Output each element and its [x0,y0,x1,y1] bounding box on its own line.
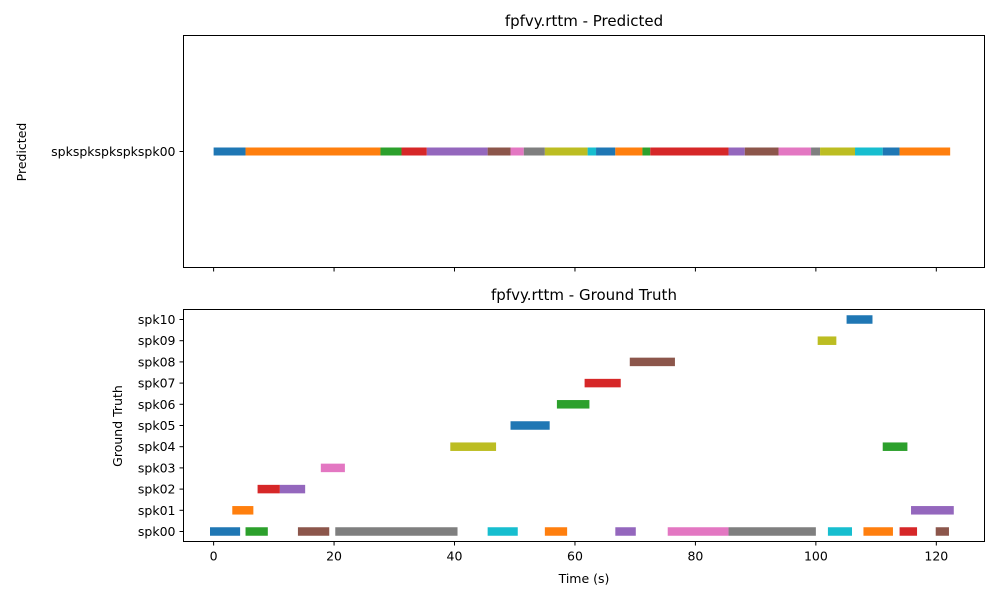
predicted-segment-spkspkspkspkspk00 [213,147,246,156]
ground-truth-xtick-label: 40 [447,549,463,564]
ground-truth-xtick-label: 80 [687,549,703,564]
ground-truth-ytick-label: spk08 [138,354,176,369]
ground-truth-segment-spk01 [232,506,254,515]
predicted-segment-spkspkspkspkspk00 [615,147,643,156]
predicted-xticks [213,267,937,272]
ground-truth-segment-spk04 [882,442,908,451]
ground-truth-ytick-label: spk05 [138,418,176,433]
predicted-segment-spkspkspkspkspk00 [426,147,488,156]
predicted-segment-spkspkspkspkspk00 [523,147,545,156]
ground-truth-segment-spk01 [911,506,954,515]
ground-truth-segment-spk06 [556,400,590,409]
ground-truth-xtick-label: 60 [567,549,583,564]
predicted-axes-frame [183,35,985,268]
ground-truth-ytick-label: spk03 [138,460,176,475]
predicted-segment-spkspkspkspkspk00 [401,147,427,156]
predicted-panel: fpfvy.rttm - Predicted Predicted spkspks… [14,12,985,272]
ground-truth-ylabel: Ground Truth [110,385,125,467]
predicted-segment-spkspkspkspkspk00 [855,147,883,156]
ground-truth-segment-spk00 [827,527,853,536]
ground-truth-xtick-label: 0 [210,549,218,564]
predicted-segment-spkspkspkspkspk00 [380,147,402,156]
ground-truth-segment-spk09 [817,336,837,345]
predicted-segment-spkspkspkspkspk00 [820,147,856,156]
ground-truth-bars [209,315,954,536]
ground-truth-xtick-label: 120 [924,549,948,564]
ground-truth-segment-spk00 [667,527,729,536]
ground-truth-segment-spk05 [510,421,550,430]
ground-truth-xtick-label: 100 [804,549,828,564]
ground-truth-segment-spk00 [245,527,268,536]
ground-truth-segment-spk02 [279,484,306,494]
ground-truth-segment-spk10 [846,315,873,324]
ground-truth-xtick-label: 20 [326,549,342,564]
ground-truth-segment-spk00 [935,527,949,536]
ground-truth-segment-spk00 [544,527,568,536]
ground-truth-ytick-label: spk06 [138,397,176,412]
predicted-segment-spkspkspkspkspk00 [596,147,616,156]
predicted-segment-spkspkspkspkspk00 [510,147,524,156]
ground-truth-segment-spk00 [899,527,918,536]
predicted-segment-spkspkspkspkspk00 [587,147,597,156]
ground-truth-segment-spk00 [297,527,330,536]
ground-truth-segment-spk00 [487,527,518,536]
predicted-bars [213,147,951,156]
predicted-segment-spkspkspkspkspk00 [650,147,729,156]
ground-truth-ytick-label: spk00 [138,524,176,539]
predicted-ylabel: Predicted [14,123,29,182]
ground-truth-ytick-label: spk10 [138,312,176,327]
ground-truth-ytick-label: spk07 [138,376,176,391]
ground-truth-ytick-label: spk09 [138,333,176,348]
predicted-yticks: spkspkspkspkspk00 [51,144,184,159]
x-axis-label: Time (s) [558,571,610,586]
ground-truth-title: fpfvy.rttm - Ground Truth [491,286,677,304]
predicted-segment-spkspkspkspkspk00 [778,147,812,156]
predicted-segment-spkspkspkspkspk00 [728,147,745,156]
ground-truth-segment-spk08 [629,357,675,367]
ground-truth-ytick-label: spk04 [138,439,176,454]
predicted-segment-spkspkspkspkspk00 [899,147,951,156]
ground-truth-yticks: spk00 spk01 spk02 spk03 spk04 spk05 spk06 spk07… [138,312,184,539]
predicted-segment-spkspkspkspkspk00 [744,147,779,156]
ground-truth-segment-spk02 [257,484,280,494]
ground-truth-panel: fpfvy.rttm - Ground Truth Ground Truth s… [110,286,985,586]
ground-truth-segment-spk07 [584,378,621,388]
predicted-ytick-label: spkspkspkspkspk00 [51,144,175,159]
ground-truth-axes-frame [183,309,985,542]
ground-truth-segment-spk00 [335,527,458,536]
predicted-segment-spkspkspkspkspk00 [487,147,511,156]
ground-truth-xticks: 0 20 40 60 80 100 120 [210,541,948,564]
ground-truth-ytick-label: spk01 [138,503,176,518]
predicted-segment-spkspkspkspkspk00 [245,147,381,156]
predicted-title: fpfvy.rttm - Predicted [505,12,663,30]
predicted-segment-spkspkspkspkspk00 [642,147,651,156]
ground-truth-segment-spk00 [615,527,636,536]
ground-truth-segment-spk00 [728,527,816,536]
predicted-segment-spkspkspkspkspk00 [811,147,821,156]
ground-truth-segment-spk00 [863,527,893,536]
predicted-segment-spkspkspkspkspk00 [544,147,588,156]
predicted-segment-spkspkspkspkspk00 [882,147,900,156]
ground-truth-segment-spk03 [320,463,345,473]
ground-truth-ytick-label: spk02 [138,482,176,497]
ground-truth-segment-spk04 [450,442,497,451]
ground-truth-segment-spk00 [209,527,241,536]
